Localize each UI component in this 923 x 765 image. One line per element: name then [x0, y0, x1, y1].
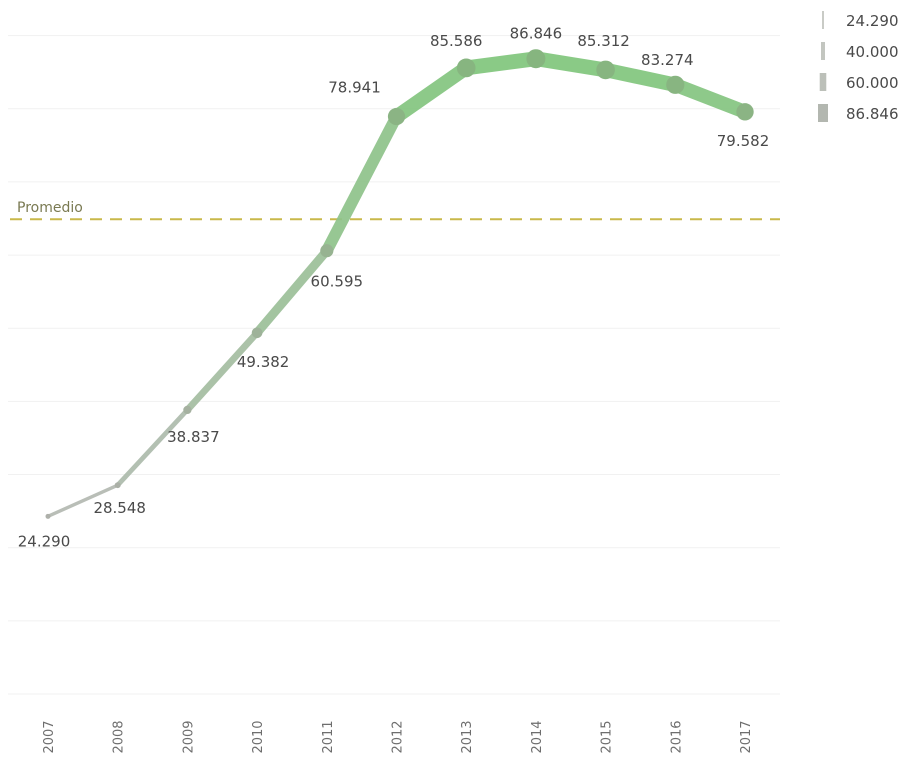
data-point	[387, 107, 406, 126]
data-label: 60.595	[311, 273, 364, 291]
legend-label: 60.000	[846, 74, 899, 92]
data-point	[45, 513, 51, 519]
line-segment	[389, 60, 474, 124]
data-point	[251, 327, 263, 339]
legend-swatch	[820, 42, 826, 60]
x-tick-label: 2016	[669, 720, 684, 753]
data-label: 83.274	[641, 51, 694, 69]
data-label: 85.312	[577, 32, 630, 50]
average-reference-line: Promedio	[10, 200, 780, 221]
data-point	[114, 482, 121, 489]
line-segment	[528, 51, 614, 78]
gridlines	[8, 35, 780, 695]
data-label: 86.846	[510, 25, 563, 43]
legend-swatch	[819, 73, 827, 91]
x-tick-label: 2012	[391, 720, 406, 753]
line-segment	[458, 51, 544, 76]
legend-label: 40.000	[846, 43, 899, 61]
legend-label: 24.290	[846, 12, 899, 30]
size-legend: 24.290 40.000 60.000 86.846	[818, 11, 899, 123]
data-label: 38.837	[167, 428, 220, 446]
data-point	[596, 60, 615, 80]
x-tick-label: 2014	[530, 720, 545, 753]
x-tick-label: 2009	[181, 720, 196, 753]
data-point	[526, 49, 546, 69]
data-label: 28.548	[93, 499, 146, 517]
x-tick-label: 2010	[251, 720, 266, 753]
data-labels: 24.290 28.548 38.837 49.382 60.595 78.941 85.5…	[18, 25, 770, 551]
data-point	[183, 405, 192, 415]
x-tick-label: 2007	[42, 720, 57, 753]
x-tick-label: 2008	[112, 720, 127, 753]
data-point	[456, 58, 476, 78]
average-label: Promedio	[17, 200, 83, 216]
data-point	[666, 75, 685, 94]
data-point	[736, 103, 754, 121]
line-segment	[115, 407, 190, 488]
data-label: 79.582	[717, 132, 770, 150]
data-label: 49.382	[237, 353, 290, 371]
x-tick-label: 2013	[460, 720, 475, 753]
x-tick-label: 2015	[600, 720, 615, 753]
line-segment	[252, 246, 332, 338]
line-segment	[598, 62, 683, 93]
legend-label: 86.846	[846, 105, 899, 123]
x-axis-ticks: 2007 2008 2009 2010 2011 2012 2013 2014 2015 2016…	[42, 720, 754, 753]
legend-swatch	[822, 11, 824, 29]
x-tick-label: 2011	[321, 720, 336, 753]
line-segment	[183, 329, 261, 414]
data-point	[320, 244, 334, 258]
line-series	[46, 51, 752, 519]
line-segment	[320, 110, 403, 257]
line-segment	[46, 483, 120, 519]
data-label: 85.586	[430, 32, 483, 50]
x-tick-label: 2017	[739, 720, 754, 753]
legend-swatch	[818, 104, 828, 122]
data-label: 78.941	[328, 79, 381, 97]
data-label: 24.290	[18, 532, 71, 550]
data-points	[45, 49, 754, 519]
line-segment	[668, 77, 752, 119]
